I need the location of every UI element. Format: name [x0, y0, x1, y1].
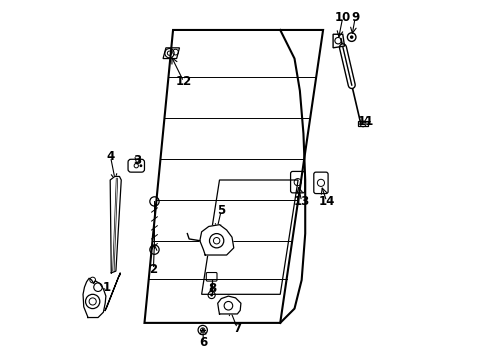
Text: 9: 9 — [350, 11, 359, 24]
Text: 7: 7 — [233, 322, 241, 335]
Polygon shape — [200, 225, 233, 255]
Polygon shape — [217, 296, 241, 314]
Polygon shape — [83, 278, 106, 318]
Text: 13: 13 — [293, 195, 309, 208]
Polygon shape — [105, 273, 120, 310]
Circle shape — [210, 294, 213, 296]
Polygon shape — [110, 176, 121, 273]
Text: 1: 1 — [102, 281, 111, 294]
Text: 5: 5 — [217, 204, 225, 217]
Text: 10: 10 — [334, 11, 350, 24]
Text: 6: 6 — [199, 336, 207, 349]
Text: 4: 4 — [106, 150, 114, 163]
Circle shape — [139, 164, 142, 167]
Circle shape — [349, 35, 353, 39]
Text: 8: 8 — [208, 283, 216, 296]
Text: 3: 3 — [133, 154, 141, 167]
Text: 11: 11 — [357, 114, 373, 127]
Text: 12: 12 — [175, 75, 191, 88]
Text: 14: 14 — [318, 195, 334, 208]
Text: 2: 2 — [149, 263, 157, 276]
